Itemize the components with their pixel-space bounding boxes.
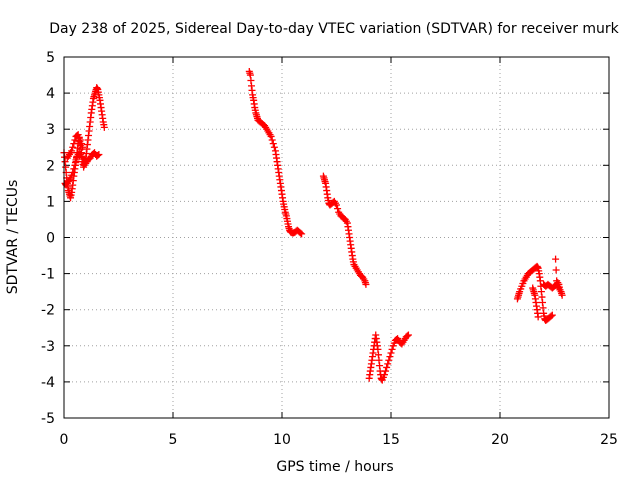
- y-tick-label: 5: [46, 50, 55, 66]
- data-point-marker: [70, 165, 78, 173]
- data-point-marker: [404, 331, 412, 339]
- y-tick-label: 0: [46, 231, 55, 247]
- data-point-marker: [297, 229, 305, 237]
- y-tick-label: -5: [41, 411, 55, 427]
- y-tick-label: -2: [41, 303, 55, 319]
- data-point-marker: [385, 356, 393, 364]
- x-tick-label: 0: [60, 432, 69, 448]
- y-tick-label: 1: [46, 194, 55, 210]
- data-point-marker: [69, 143, 77, 151]
- data-point-marker: [95, 150, 103, 158]
- data-point-marker: [70, 140, 78, 148]
- data-point-marker: [403, 332, 411, 340]
- data-point-marker: [382, 367, 390, 375]
- y-tick-label: 4: [46, 86, 55, 102]
- data-point-marker: [77, 140, 85, 148]
- data-point-marker: [333, 201, 340, 209]
- y-tick-label: -1: [41, 267, 55, 283]
- x-axis-label: GPS time / hours: [276, 459, 393, 475]
- x-tick-label: 10: [273, 432, 291, 448]
- y-tick-label: 3: [46, 122, 55, 138]
- data-point-marker: [386, 353, 394, 361]
- x-tick-label: 20: [491, 432, 509, 448]
- data-point-marker: [269, 140, 277, 148]
- plot-frame: [63, 56, 610, 419]
- data-point-marker: [94, 151, 102, 159]
- y-tick-label: 2: [46, 158, 55, 174]
- data-point-marker: [380, 371, 388, 379]
- axis-ticks: 0 5 10 15 20 25 -5 -4 -3 -2 -1 0 1 2 3 4 5: [41, 50, 618, 448]
- data-point-marker: [387, 349, 395, 357]
- grid-lines: [64, 57, 609, 418]
- data-point-marker: [383, 363, 391, 371]
- data-point-marker: [548, 311, 556, 319]
- data-points: [60, 67, 566, 384]
- data-point-marker: [547, 312, 555, 320]
- data-point-marker: [556, 286, 564, 294]
- data-point-marker: [552, 255, 560, 263]
- x-tick-label: 5: [169, 432, 178, 448]
- data-point-marker: [384, 360, 392, 368]
- data-point-marker: [267, 132, 275, 140]
- data-point-marker: [68, 147, 76, 155]
- y-tick-label: -3: [41, 339, 55, 355]
- data-point-marker: [100, 123, 108, 131]
- data-point-marker: [534, 313, 542, 321]
- y-tick-label: -4: [41, 375, 55, 391]
- x-tick-label: 15: [382, 432, 400, 448]
- data-point-marker: [334, 205, 342, 213]
- data-point-marker: [558, 291, 566, 299]
- data-point-marker: [79, 143, 87, 151]
- data-point-marker: [552, 266, 560, 274]
- x-tick-label: 25: [600, 432, 618, 448]
- data-point-marker: [69, 169, 77, 177]
- y-axis-label: SDTVAR / TECUs: [5, 180, 21, 295]
- data-point-marker: [388, 345, 396, 353]
- data-point-marker: [268, 136, 276, 144]
- data-point-marker: [362, 280, 370, 288]
- data-point-marker: [270, 143, 278, 151]
- data-point-marker: [76, 136, 84, 144]
- data-point-marker: [298, 230, 306, 238]
- chart-title: Day 238 of 2025, Sidereal Day-to-day VTE…: [49, 21, 619, 37]
